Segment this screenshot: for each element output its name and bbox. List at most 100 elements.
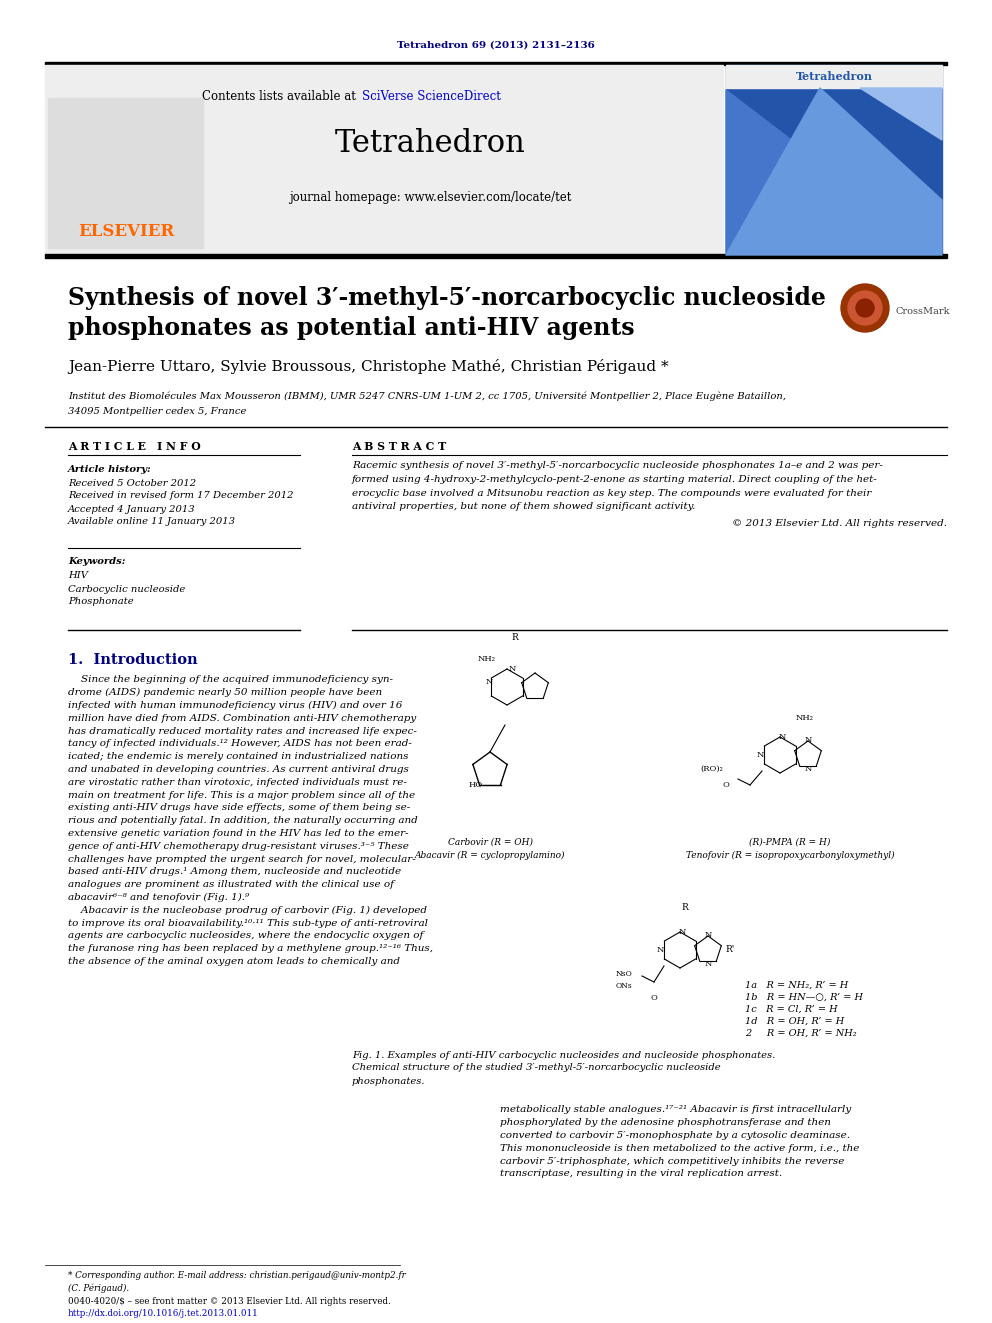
Polygon shape [726, 89, 942, 255]
Text: 1.  Introduction: 1. Introduction [68, 654, 197, 667]
Text: journal homepage: www.elsevier.com/locate/tet: journal homepage: www.elsevier.com/locat… [289, 192, 571, 205]
Text: challenges have prompted the urgent search for novel, molecular-: challenges have prompted the urgent sear… [68, 855, 416, 864]
Text: NH₂: NH₂ [796, 714, 814, 722]
Text: formed using 4-hydroxy-2-methylcyclo-pent-2-enone as starting material. Direct c: formed using 4-hydroxy-2-methylcyclo-pen… [352, 475, 878, 484]
Text: to improve its oral bioavailability.¹⁰·¹¹ This sub-type of anti-retroviral: to improve its oral bioavailability.¹⁰·¹… [68, 918, 428, 927]
Text: 2     R = OH, R’ = NH₂: 2 R = OH, R’ = NH₂ [745, 1028, 857, 1037]
Bar [726, 65, 942, 89]
Text: extensive genetic variation found in the HIV has led to the emer-: extensive genetic variation found in the… [68, 830, 409, 837]
Text: rious and potentially fatal. In addition, the naturally occurring and: rious and potentially fatal. In addition… [68, 816, 418, 826]
Text: Tetrahedron 69 (2013) 2131–2136: Tetrahedron 69 (2013) 2131–2136 [397, 41, 595, 49]
Text: HIV: HIV [68, 572, 88, 581]
Text: N: N [805, 736, 811, 744]
Text: Keywords:: Keywords: [68, 557, 126, 566]
Text: Chemical structure of the studied 3′-methyl-5′-norcarbocyclic nucleoside: Chemical structure of the studied 3′-met… [352, 1064, 720, 1073]
Text: ONs: ONs [615, 982, 632, 990]
Text: are virostatic rather than virotoxic, infected individuals must re-: are virostatic rather than virotoxic, in… [68, 778, 407, 787]
Text: Racemic synthesis of novel 3′-methyl-5′-norcarbocyclic nucleoside phosphonates 1: Racemic synthesis of novel 3′-methyl-5′-… [352, 462, 883, 471]
Text: CrossMark: CrossMark [895, 307, 949, 315]
Text: Abacavir is the nucleobase prodrug of carbovir (Fig. 1) developed: Abacavir is the nucleobase prodrug of ca… [68, 906, 427, 916]
Text: * Corresponding author. E-mail address: christian.perigaud@univ-montp2.fr: * Corresponding author. E-mail address: … [68, 1270, 406, 1279]
Text: transcriptase, resulting in the viral replication arrest.: transcriptase, resulting in the viral re… [500, 1170, 782, 1179]
Text: Contents lists available at: Contents lists available at [202, 90, 360, 102]
Circle shape [856, 299, 874, 318]
Text: R': R' [725, 946, 735, 954]
Text: main on treatment for life. This is a major problem since all of the: main on treatment for life. This is a ma… [68, 791, 415, 799]
Text: A B S T R A C T: A B S T R A C T [352, 441, 446, 451]
Text: O: O [722, 781, 729, 789]
Text: N: N [704, 931, 711, 939]
Text: NH₂: NH₂ [478, 655, 496, 663]
Text: tancy of infected individuals.¹² However, AIDS has not been erad-: tancy of infected individuals.¹² However… [68, 740, 412, 749]
Text: Synthesis of novel 3′-methyl-5′-norcarbocyclic nucleoside: Synthesis of novel 3′-methyl-5′-norcarbo… [68, 286, 826, 310]
Text: (C. Périgaud).: (C. Périgaud). [68, 1283, 129, 1293]
Text: gence of anti-HIV chemotherapy drug-resistant viruses.³⁻⁵ These: gence of anti-HIV chemotherapy drug-resi… [68, 841, 409, 851]
Text: Since the beginning of the acquired immunodeficiency syn-: Since the beginning of the acquired immu… [68, 676, 393, 684]
Text: agents are carbocyclic nucleosides, where the endocyclic oxygen of: agents are carbocyclic nucleosides, wher… [68, 931, 424, 941]
Polygon shape [726, 90, 870, 255]
Text: converted to carbovir 5′-monophosphate by a cytosolic deaminase.: converted to carbovir 5′-monophosphate b… [500, 1131, 850, 1140]
Text: based anti-HIV drugs.¹ Among them, nucleoside and nucleotide: based anti-HIV drugs.¹ Among them, nucle… [68, 868, 401, 877]
Text: abacavir⁶⁻⁸ and tenofovir (Fig. 1).⁹: abacavir⁶⁻⁸ and tenofovir (Fig. 1).⁹ [68, 893, 249, 902]
Text: N: N [679, 927, 685, 935]
Text: SciVerse ScienceDirect: SciVerse ScienceDirect [362, 90, 501, 102]
Text: Received 5 October 2012: Received 5 October 2012 [68, 479, 196, 487]
Bar [726, 65, 942, 255]
Text: N: N [756, 751, 764, 759]
Bar [48, 98, 203, 247]
Text: 1b   R = HN—○, R’ = H: 1b R = HN—○, R’ = H [745, 992, 863, 1002]
Text: © 2013 Elsevier Ltd. All rights reserved.: © 2013 Elsevier Ltd. All rights reserved… [732, 520, 947, 528]
Bar [45, 61, 947, 65]
Text: R: R [512, 632, 519, 642]
Text: This mononucleoside is then metabolized to the active form, i.e., the: This mononucleoside is then metabolized … [500, 1144, 859, 1152]
Text: infected with human immunodeficiency virus (HIV) and over 16: infected with human immunodeficiency vir… [68, 701, 403, 710]
Text: N: N [485, 677, 493, 687]
Text: the furanose ring has been replaced by a methylene group.¹²⁻¹⁶ Thus,: the furanose ring has been replaced by a… [68, 945, 433, 954]
Text: Fig. 1. Examples of anti-HIV carbocyclic nucleosides and nucleoside phosphonates: Fig. 1. Examples of anti-HIV carbocyclic… [352, 1050, 776, 1060]
Text: NsO: NsO [615, 970, 632, 978]
Text: phosphorylated by the adenosine phosphotransferase and then: phosphorylated by the adenosine phosphot… [500, 1118, 831, 1127]
Text: Carbocyclic nucleoside: Carbocyclic nucleoside [68, 585, 186, 594]
Circle shape [848, 291, 882, 325]
Text: million have died from AIDS. Combination anti-HIV chemotherapy: million have died from AIDS. Combination… [68, 714, 417, 722]
Text: (R)-PMPA (R = H): (R)-PMPA (R = H) [749, 837, 830, 847]
Text: the absence of the aminal oxygen atom leads to chemically and: the absence of the aminal oxygen atom le… [68, 957, 400, 966]
Text: metabolically stable analogues.¹⁷⁻²¹ Abacavir is first intracellularly: metabolically stable analogues.¹⁷⁻²¹ Aba… [500, 1106, 851, 1114]
Text: Article history:: Article history: [68, 464, 152, 474]
Text: Tetrahedron: Tetrahedron [334, 127, 526, 159]
Text: N: N [508, 665, 516, 673]
Text: http://dx.doi.org/10.1016/j.tet.2013.01.011: http://dx.doi.org/10.1016/j.tet.2013.01.… [68, 1310, 259, 1319]
Text: N: N [805, 765, 811, 773]
Text: carbovir 5′-triphosphate, which competitively inhibits the reverse: carbovir 5′-triphosphate, which competit… [500, 1156, 844, 1166]
Circle shape [841, 284, 889, 332]
Text: 1d   R = OH, R’ = H: 1d R = OH, R’ = H [745, 1016, 844, 1025]
Text: Accepted 4 January 2013: Accepted 4 January 2013 [68, 504, 195, 513]
Text: antiviral properties, but none of them showed significant activity.: antiviral properties, but none of them s… [352, 501, 695, 511]
Text: O: O [651, 994, 658, 1002]
Text: N: N [657, 946, 664, 954]
Text: Institut des Biomolécules Max Mousseron (IBMM), UMR 5247 CNRS-UM 1-UM 2, cc 1705: Institut des Biomolécules Max Mousseron … [68, 392, 786, 401]
Text: Phosphonate: Phosphonate [68, 598, 134, 606]
Text: and unabated in developing countries. As current antiviral drugs: and unabated in developing countries. As… [68, 765, 409, 774]
Text: ELSEVIER: ELSEVIER [78, 224, 175, 241]
Text: 34095 Montpellier cedex 5, France: 34095 Montpellier cedex 5, France [68, 406, 246, 415]
Text: 0040-4020/$ – see front matter © 2013 Elsevier Ltd. All rights reserved.: 0040-4020/$ – see front matter © 2013 El… [68, 1298, 391, 1307]
Text: Abacavir (R = cyclopropylamino): Abacavir (R = cyclopropylamino) [415, 851, 565, 860]
Text: (RO)₂: (RO)₂ [700, 765, 723, 773]
Text: Carbovir (R = OH): Carbovir (R = OH) [447, 837, 533, 847]
Bar [45, 254, 947, 258]
Text: icated; the endemic is merely contained in industrialized nations: icated; the endemic is merely contained … [68, 753, 409, 761]
Text: N: N [704, 960, 711, 968]
Text: HO: HO [468, 781, 482, 789]
Text: Received in revised form 17 December 2012: Received in revised form 17 December 201… [68, 492, 294, 500]
Text: Tetrahedron: Tetrahedron [796, 71, 873, 82]
Text: Tenofovir (R = isopropoxycarbonyloxymethyl): Tenofovir (R = isopropoxycarbonyloxymeth… [685, 851, 895, 860]
Text: R: R [682, 904, 688, 913]
Text: phosphonates.: phosphonates. [352, 1077, 426, 1085]
Text: drome (AIDS) pandemic nearly 50 million people have been: drome (AIDS) pandemic nearly 50 million … [68, 688, 382, 697]
Text: existing anti-HIV drugs have side effects, some of them being se-: existing anti-HIV drugs have side effect… [68, 803, 411, 812]
Text: 1c   R = Cl, R’ = H: 1c R = Cl, R’ = H [745, 1004, 837, 1013]
Text: 1a   R = NH₂, R’ = H: 1a R = NH₂, R’ = H [745, 980, 848, 990]
Polygon shape [860, 89, 942, 140]
Text: erocyclic base involved a Mitsunobu reaction as key step. The compounds were eva: erocyclic base involved a Mitsunobu reac… [352, 488, 871, 497]
